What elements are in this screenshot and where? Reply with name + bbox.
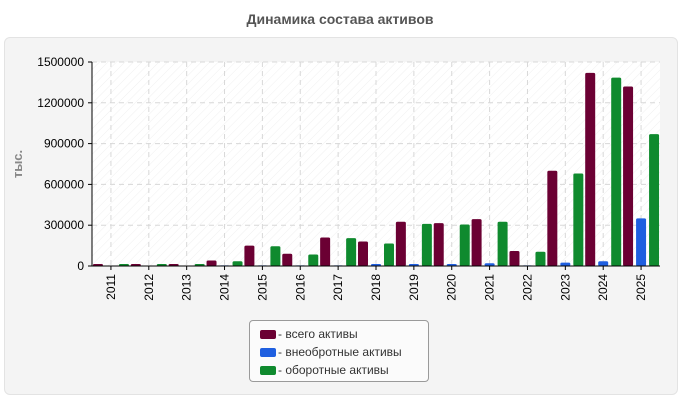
bar-current-assets-2013 [194, 263, 205, 266]
bar-noncurrent-assets-2021 [484, 263, 495, 266]
bar-current-assets-2015 [270, 246, 281, 266]
bar-current-assets-2023 [573, 173, 584, 266]
bar-noncurrent-assets-2018 [371, 263, 381, 266]
bar-current-assets-2019 [421, 223, 432, 266]
y-tick-label: 1200000 [37, 96, 84, 110]
bar-total-assets-2022 [509, 251, 520, 266]
x-tick-label: 2023 [558, 274, 572, 301]
bar-current-assets-2017 [346, 238, 357, 266]
x-tick-label: 2012 [142, 274, 156, 301]
bar-noncurrent-assets-2023 [560, 262, 571, 266]
x-tick-label: 2019 [407, 274, 421, 301]
x-tick-label: 2018 [369, 274, 383, 301]
legend-swatch-noncurrent-assets [260, 347, 276, 357]
y-tick-label: 600000 [44, 177, 84, 191]
bar-current-assets-2018 [384, 243, 394, 266]
x-tick-label: 2025 [634, 274, 648, 301]
x-tick-label: 2011 [104, 274, 118, 300]
bar-total-assets-2019 [395, 221, 406, 266]
bar-total-assets-2023 [547, 170, 558, 266]
y-tick-label: 300000 [44, 218, 84, 232]
bar-total-assets-2025 [623, 86, 634, 266]
x-tick-label: 2022 [520, 274, 534, 301]
y-tick-label: 1500000 [37, 55, 84, 69]
chart-title: Динамика состава активов [246, 11, 434, 27]
legend-item-total-assets: - всего активы [250, 325, 428, 343]
legend-label-total-assets: - всего активы [278, 327, 358, 341]
bar-current-assets-2025 [649, 134, 660, 266]
bar-current-assets-2016 [308, 254, 319, 266]
y-tick-label: 900000 [44, 137, 84, 151]
bar-current-assets-2012 [156, 263, 167, 266]
x-tick-label: 2016 [293, 274, 307, 301]
legend-item-current-assets: - оборотные активы [250, 361, 428, 379]
x-tick-label: 2013 [180, 274, 194, 301]
y-axis-label: тыс. [10, 150, 25, 178]
bar-noncurrent-assets-2024 [598, 261, 609, 266]
legend-swatch-current-assets [260, 365, 276, 375]
bar-noncurrent-assets-2025 [636, 218, 647, 266]
bar-noncurrent-assets-2020 [446, 263, 457, 266]
bar-noncurrent-assets-2019 [408, 263, 419, 266]
legend-item-noncurrent-assets: - внеобротные активы [250, 343, 428, 361]
legend-label-current-assets: - оборотные активы [278, 363, 389, 377]
bar-current-assets-2024 [611, 77, 622, 266]
x-tick-label: 2020 [445, 274, 459, 301]
x-tick-label: 2014 [218, 274, 232, 301]
bar-total-assets-2024 [585, 72, 596, 266]
legend-swatch-total-assets [260, 329, 276, 339]
bar-total-assets-2018 [358, 241, 368, 266]
bar-total-assets-2016 [282, 253, 293, 266]
bar-total-assets-2021 [471, 219, 482, 266]
x-tick-label: 2024 [596, 274, 610, 301]
legend: - всего активы - внеобротные активы - об… [249, 320, 429, 382]
bar-total-assets-2012 [130, 263, 141, 266]
x-tick-label: 2017 [331, 274, 345, 301]
bar-total-assets-2020 [433, 223, 444, 266]
bar-total-assets-2011 [92, 263, 103, 266]
legend-label-noncurrent-assets: - внеобротные активы [278, 345, 402, 359]
bar-current-assets-2011 [118, 263, 129, 266]
bar-current-assets-2020 [459, 224, 470, 266]
bar-total-assets-2014 [206, 260, 217, 266]
bar-total-assets-2017 [320, 237, 331, 266]
x-tick-label: 2015 [255, 274, 269, 301]
bar-total-assets-2015 [244, 245, 255, 266]
bar-current-assets-2022 [535, 251, 546, 266]
bar-current-assets-2014 [232, 261, 243, 266]
y-tick-label: 0 [77, 259, 84, 273]
x-tick-label: 2021 [483, 274, 497, 301]
bar-current-assets-2021 [497, 221, 508, 266]
bar-total-assets-2013 [168, 263, 179, 266]
